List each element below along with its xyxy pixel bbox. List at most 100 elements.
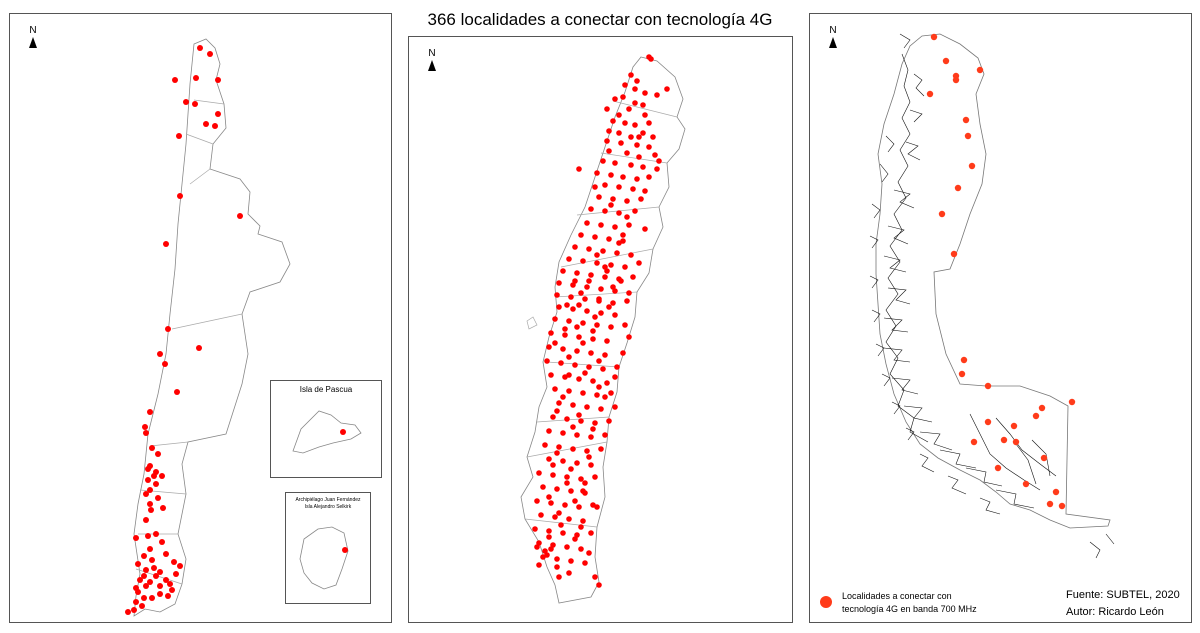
locality-dot (576, 334, 582, 340)
locality-dot (596, 582, 602, 588)
locality-dot (584, 404, 590, 410)
legend-line1: Localidades a conectar con (842, 591, 952, 601)
locality-dot (172, 77, 178, 83)
locality-dot (147, 409, 153, 415)
locality-dot (173, 571, 179, 577)
locality-dot (596, 296, 602, 302)
isla-pascua-outline (292, 410, 362, 454)
locality-dot (638, 196, 644, 202)
locality-dot (612, 374, 618, 380)
locality-dot (612, 160, 618, 166)
locality-dot (1038, 404, 1046, 412)
locality-dot (544, 552, 550, 558)
locality-dot (149, 445, 155, 451)
locality-dot (654, 92, 660, 98)
locality-dot (610, 118, 616, 124)
locality-dot (142, 424, 148, 430)
locality-dot (634, 142, 640, 148)
locality-dot (143, 491, 149, 497)
inset-juan-fernandez[interactable]: Archipiélago Juan Fernández Isla Alejand… (285, 492, 371, 604)
map-panel-south[interactable]: N Localidades a conectar con tecnología … (809, 13, 1192, 623)
locality-dot (608, 390, 614, 396)
locality-dot (958, 370, 966, 378)
locality-dot (153, 531, 159, 537)
locality-dot (622, 322, 628, 328)
locality-dot (145, 466, 151, 472)
locality-dot (151, 473, 157, 479)
locality-dot (560, 394, 566, 400)
locality-dot (950, 250, 958, 258)
credits-author: Autor: Ricardo León (1066, 606, 1164, 618)
region-boundary (546, 361, 620, 368)
locality-dot (196, 345, 202, 351)
map-panel-north[interactable]: N Isla de Pascua Archipiélago Juan Ferná… (9, 13, 392, 623)
locality-dot (1058, 502, 1066, 510)
locality-dot (546, 456, 552, 462)
locality-dot (984, 418, 992, 426)
locality-dot (552, 316, 558, 322)
locality-dot (1040, 454, 1048, 462)
region-boundary (193, 99, 225, 105)
locality-dot (602, 432, 608, 438)
locality-dot (602, 352, 608, 358)
locality-dot (626, 334, 632, 340)
locality-dot (568, 488, 574, 494)
locality-dot (606, 418, 612, 424)
locality-dot (604, 268, 610, 274)
locality-dot (612, 96, 618, 102)
locality-dot (616, 130, 622, 136)
locality-dot (634, 78, 640, 84)
locality-dot (197, 45, 203, 51)
locality-dot (624, 214, 630, 220)
region-boundary (612, 100, 678, 118)
map-panel-center[interactable]: N (408, 36, 793, 623)
locality-dot (622, 264, 628, 270)
locality-dot (237, 213, 243, 219)
locality-dot (612, 404, 618, 410)
locality-dot (143, 517, 149, 523)
locality-dot (588, 206, 594, 212)
locality-dot (554, 556, 560, 562)
locality-dot (560, 346, 566, 352)
locality-dot (600, 248, 606, 254)
region-outline-center (520, 56, 686, 604)
locality-dot (646, 144, 652, 150)
locality-dot (540, 484, 546, 490)
locality-dot (562, 502, 568, 508)
locality-dot (566, 318, 572, 324)
region-boundary (554, 291, 638, 298)
locality-dot (1032, 412, 1040, 420)
locality-dot (147, 579, 153, 585)
locality-dot (602, 208, 608, 214)
locality-dot (598, 222, 604, 228)
locality-dot (592, 474, 598, 480)
locality-dot (636, 260, 642, 266)
locality-dot (165, 593, 171, 599)
locality-dot (628, 134, 634, 140)
north-arrow: N (426, 49, 438, 71)
locality-dot (536, 470, 542, 476)
locality-dot (596, 358, 602, 364)
locality-dot (616, 184, 622, 190)
locality-dot (141, 595, 147, 601)
locality-dot (584, 308, 590, 314)
locality-dot (165, 326, 171, 332)
locality-dot (598, 286, 604, 292)
locality-dot (562, 332, 568, 338)
locality-dot (564, 480, 570, 486)
locality-dot (590, 378, 596, 384)
locality-dot (578, 524, 584, 530)
locality-dot (626, 290, 632, 296)
locality-dot (602, 394, 608, 400)
locality-dot (616, 112, 622, 118)
locality-dot (133, 535, 139, 541)
locality-dot (642, 112, 648, 118)
locality-dot (600, 366, 606, 372)
locality-dot (606, 304, 612, 310)
inset-isla-de-pascua[interactable]: Isla de Pascua (270, 380, 382, 478)
locality-dot (582, 560, 588, 566)
locality-dot (163, 551, 169, 557)
locality-dot (159, 473, 165, 479)
locality-dot (176, 133, 182, 139)
locality-dot (568, 558, 574, 564)
